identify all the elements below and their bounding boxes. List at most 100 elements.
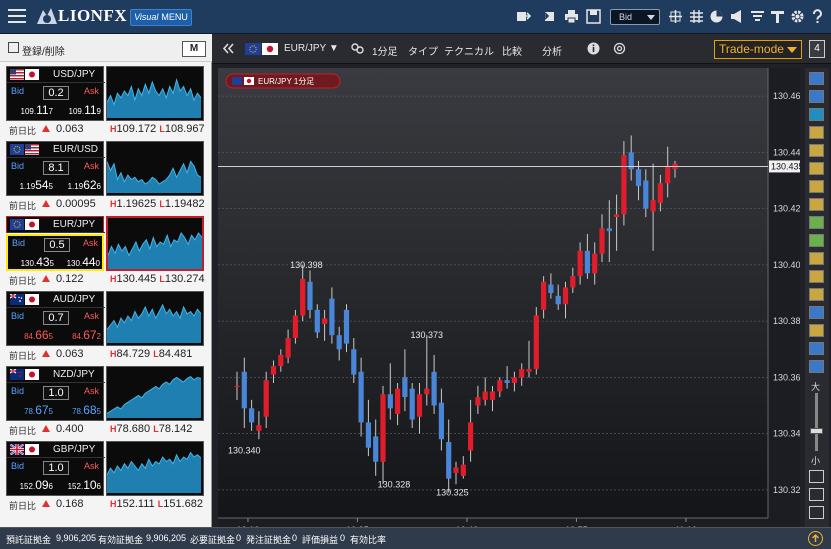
zoom-slider[interactable] <box>815 393 818 451</box>
save-icon[interactable] <box>586 9 601 24</box>
period-button[interactable]: 1分足 <box>372 47 398 58</box>
mini-chart[interactable] <box>106 141 204 196</box>
mini-chart[interactable] <box>106 291 204 346</box>
vertical-line-icon[interactable] <box>809 180 824 193</box>
compare-button[interactable]: 比較 <box>502 47 522 58</box>
pencil-icon[interactable] <box>809 216 824 229</box>
zoom-in-label[interactable]: 大 <box>811 382 821 392</box>
bid-price-button[interactable]: 130.435 <box>10 255 54 269</box>
scroll-top-icon[interactable] <box>808 531 823 546</box>
rate-card-eurjpy[interactable]: EUR/JPY Bid 0.5 Ask 130.435 130.440 前日比 … <box>4 214 208 286</box>
ask-price-button[interactable]: 1.19626 <box>57 178 101 192</box>
ask-price-button[interactable]: 130.440 <box>56 255 100 269</box>
gann-icon[interactable] <box>809 288 824 301</box>
layout-number-button[interactable]: 4 <box>809 40 825 58</box>
bid-price-fraction: 5 <box>49 259 54 268</box>
text-tool-icon[interactable] <box>809 108 824 121</box>
crosshair-icon[interactable] <box>668 9 683 24</box>
fibonacci-icon[interactable] <box>809 234 824 247</box>
bid-price-button[interactable]: 109.117 <box>9 103 54 117</box>
ray-line-icon[interactable] <box>809 144 824 157</box>
quote-box[interactable]: GBP/JPY Bid 1.0 Ask 152.096 152.106 <box>6 441 105 496</box>
zoom-out-label[interactable]: 小 <box>811 456 821 466</box>
wave-icon[interactable] <box>809 252 824 265</box>
change-row: 前日比 0.400 H78.680 L78.142 <box>6 422 206 436</box>
bid-price-button[interactable]: 152.096 <box>9 478 53 492</box>
ask-price-button[interactable]: 152.106 <box>57 478 101 492</box>
quote-box[interactable]: NZD/JPY Bid 1.0 Ask 78.675 78.685 <box>6 366 105 421</box>
cursor-tool-icon[interactable] <box>809 72 824 85</box>
low-value: 151.682 <box>163 498 203 510</box>
price-type-select[interactable]: Bid <box>610 9 660 25</box>
mini-chart[interactable] <box>106 441 204 496</box>
scroll-end-icon[interactable] <box>809 360 824 373</box>
technical-button[interactable]: テクニカル <box>444 47 494 58</box>
ask-price-button[interactable]: 84.672 <box>57 328 101 342</box>
mini-chart[interactable] <box>106 366 204 421</box>
settings-icon[interactable] <box>790 9 805 24</box>
info-icon[interactable] <box>587 42 600 55</box>
rate-card-eurusd[interactable]: EUR/USD Bid 8.1 Ask 1.19545 1.19626 前日比 … <box>4 139 208 211</box>
box-tool-icon[interactable] <box>809 342 824 355</box>
candle-up <box>577 250 583 277</box>
mini-chart[interactable] <box>106 66 204 121</box>
ask-label: Ask <box>82 238 98 248</box>
ask-label: Ask <box>83 461 99 471</box>
bid-price-button[interactable]: 78.675 <box>9 403 53 417</box>
ask-price-button[interactable]: 78.685 <box>57 403 101 417</box>
quote-box[interactable]: Bid 0.5 Ask 130.435 130.440 <box>6 234 104 271</box>
mini-chart[interactable] <box>106 216 204 271</box>
zoom-slider-handle[interactable] <box>810 428 823 434</box>
chart-pair-select[interactable]: EUR/JPY ▼ <box>284 43 339 54</box>
import-icon[interactable] <box>540 9 555 24</box>
m-button[interactable]: M <box>182 41 206 57</box>
ask-price-button[interactable]: 109.119 <box>57 103 102 117</box>
horizontal-line-icon[interactable] <box>809 162 824 175</box>
quote-box[interactable]: EUR/USD Bid 8.1 Ask 1.19545 1.19626 <box>6 141 105 196</box>
spread-value: 0.7 <box>43 311 69 325</box>
visual-menu-button[interactable]: Visual MENU <box>130 9 192 26</box>
collapse-panel-icon[interactable] <box>222 42 235 55</box>
target-icon[interactable] <box>613 42 626 55</box>
arrow-tool-icon[interactable] <box>809 324 824 337</box>
retracement-icon[interactable] <box>809 270 824 283</box>
bid-price-button[interactable]: 1.19545 <box>9 178 53 192</box>
rate-card-usdjpy[interactable]: USD/JPY Bid 0.2 Ask 109.117 109.119 前日比 … <box>4 64 208 136</box>
bid-price-button[interactable]: 84.665 <box>9 328 53 342</box>
change-row: 前日比 0.063 H109.172 L108.967 <box>6 122 206 136</box>
bid-price-prefix: 130. <box>20 259 37 268</box>
lock-icon[interactable] <box>809 90 824 103</box>
grid-icon[interactable] <box>689 9 704 24</box>
quote-box[interactable]: USD/JPY Bid 0.2 Ask 109.117 109.119 <box>6 66 105 121</box>
analysis-button[interactable]: 分析 <box>542 47 562 58</box>
rate-card-audjpy[interactable]: AUD/JPY Bid 0.7 Ask 84.665 84.672 前日比 0.… <box>4 289 208 361</box>
print-icon[interactable] <box>564 9 579 24</box>
rate-card-nzdjpy[interactable]: NZD/JPY Bid 1.0 Ask 78.675 78.685 前日比 0.… <box>4 364 208 436</box>
channel-icon[interactable] <box>809 198 824 211</box>
ask-price-prefix: 78. <box>72 407 84 416</box>
candle-up <box>570 276 576 288</box>
megaphone-icon[interactable] <box>729 9 744 24</box>
high-value: 84.729 <box>116 348 151 360</box>
ask-price-pips: 44 <box>82 255 96 269</box>
export-chart-icon[interactable] <box>809 470 824 483</box>
register-delete-link[interactable]: 登録/削除 <box>22 47 65 58</box>
refresh-icon[interactable] <box>809 506 824 519</box>
trend-line-icon[interactable] <box>809 126 824 139</box>
quote-box[interactable]: AUD/JPY Bid 0.7 Ask 84.665 84.672 <box>6 291 105 346</box>
help-icon[interactable] <box>810 9 825 24</box>
candlestick-chart[interactable]: 130.460 130.440 130.420 130.400 130.380 130.3… <box>218 68 800 549</box>
filter-icon[interactable] <box>750 9 765 24</box>
layout-icon[interactable] <box>770 9 785 24</box>
import-chart-icon[interactable] <box>809 488 824 501</box>
pie-chart-icon[interactable] <box>709 9 724 24</box>
link-chart-icon[interactable] <box>351 42 364 55</box>
cycle-icon[interactable] <box>809 306 824 319</box>
rate-card-gbpjpy[interactable]: GBP/JPY Bid 1.0 Ask 152.096 152.106 前日比 … <box>4 439 208 511</box>
trade-mode-select[interactable]: Trade-mode <box>714 40 802 59</box>
list-edit-icon[interactable] <box>8 42 19 53</box>
export-icon[interactable] <box>516 9 532 24</box>
hamburger-menu-icon[interactable] <box>8 9 26 23</box>
change-row: 前日比 0.168 H152.111 L151.682 <box>6 497 206 511</box>
type-button[interactable]: タイプ <box>408 47 438 58</box>
